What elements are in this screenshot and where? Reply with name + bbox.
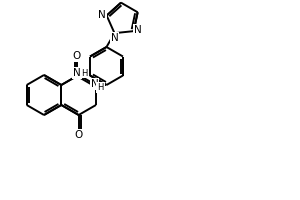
Text: O: O [73, 51, 81, 61]
Text: O: O [74, 130, 83, 140]
Text: N: N [111, 33, 119, 43]
Text: N: N [98, 10, 106, 20]
Text: N: N [134, 25, 142, 35]
Text: N: N [73, 68, 81, 78]
Text: H: H [97, 83, 104, 92]
Text: H: H [81, 68, 87, 77]
Text: N: N [91, 79, 98, 89]
